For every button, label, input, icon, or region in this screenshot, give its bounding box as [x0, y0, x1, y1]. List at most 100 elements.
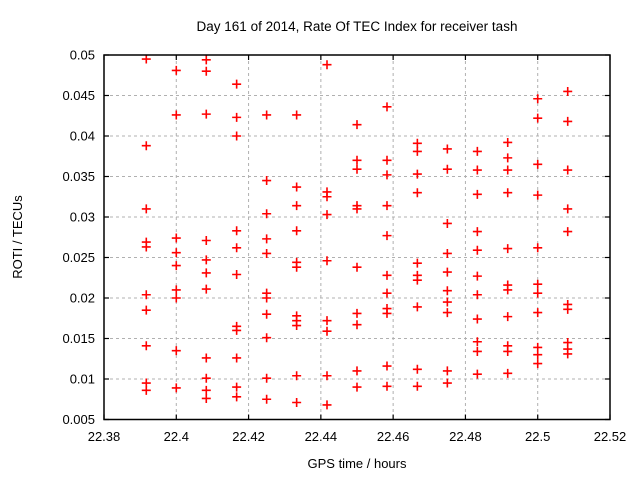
- data-point-marker: [352, 308, 362, 318]
- data-point-marker: [262, 176, 272, 186]
- data-point-marker: [141, 290, 151, 300]
- x-tick-label: 22.42: [232, 429, 265, 444]
- data-point-marker: [533, 94, 543, 104]
- data-point-marker: [352, 366, 362, 376]
- y-tick-label: 0.03: [70, 210, 95, 225]
- tick-labels: 22.38 22.4 22.42 22.44 22.46 22.48 22.5 22.52 0.…: [62, 48, 626, 445]
- data-point-marker: [382, 231, 392, 241]
- data-point-marker: [141, 141, 151, 151]
- x-tick-label: 22.52: [594, 429, 627, 444]
- data-point-marker: [412, 381, 422, 391]
- x-axis-label: GPS time / hours: [308, 456, 407, 471]
- axes: [103, 54, 611, 421]
- data-point-marker: [503, 165, 513, 175]
- data-point-marker: [292, 201, 302, 211]
- data-point-marker: [533, 308, 543, 318]
- data-point-marker: [472, 165, 482, 175]
- data-point-marker: [141, 204, 151, 214]
- data-point-marker: [563, 304, 573, 314]
- data-point-marker: [412, 188, 422, 198]
- data-point-marker: [262, 373, 272, 383]
- data-point-marker: [201, 255, 211, 265]
- data-point-marker: [472, 290, 482, 300]
- data-point-marker: [322, 371, 332, 381]
- data-point-marker: [442, 267, 452, 277]
- data-point-marker: [201, 109, 211, 119]
- data-point-marker: [171, 346, 181, 356]
- data-point-marker: [171, 233, 181, 243]
- data-point-marker: [292, 110, 302, 120]
- data-point-marker: [141, 385, 151, 395]
- data-point-marker: [352, 204, 362, 214]
- data-point-marker: [262, 209, 272, 219]
- data-point-marker: [171, 110, 181, 120]
- data-point-marker: [232, 131, 242, 141]
- data-point-marker: [503, 312, 513, 322]
- data-point-marker: [232, 353, 242, 363]
- y-tick-label: 0.045: [62, 88, 95, 103]
- data-point-marker: [292, 397, 302, 407]
- y-tick-label: 0.02: [70, 291, 95, 306]
- data-point-marker: [262, 309, 272, 319]
- data-point-marker: [141, 341, 151, 351]
- data-point-marker: [322, 192, 332, 202]
- data-point-marker: [201, 235, 211, 245]
- data-point-marker: [292, 182, 302, 192]
- y-tick-label: 0.025: [62, 250, 95, 265]
- data-point-marker: [472, 227, 482, 237]
- data-point-marker: [382, 381, 392, 391]
- data-point-marker: [352, 382, 362, 392]
- data-point-marker: [503, 285, 513, 295]
- x-tick-label: 22.38: [88, 429, 121, 444]
- plot-border: [103, 54, 611, 421]
- data-point-marker: [382, 270, 392, 280]
- data-point-marker: [442, 308, 452, 318]
- x-tick-label: 22.48: [449, 429, 482, 444]
- data-point-marker: [201, 353, 211, 363]
- data-point-marker: [412, 138, 422, 148]
- data-point-marker: [322, 400, 332, 410]
- data-point-marker: [171, 248, 181, 258]
- data-point-marker: [322, 316, 332, 326]
- data-point-marker: [262, 234, 272, 244]
- data-point-marker: [352, 120, 362, 130]
- data-point-marker: [503, 368, 513, 378]
- data-point-marker: [442, 218, 452, 228]
- data-point-marker: [563, 165, 573, 175]
- data-point-marker: [201, 393, 211, 403]
- data-point-marker: [442, 297, 452, 307]
- data-point-marker: [232, 382, 242, 392]
- data-point-marker: [382, 201, 392, 211]
- data-point-marker: [322, 60, 332, 70]
- data-point-marker: [533, 350, 543, 360]
- data-point-marker: [292, 226, 302, 236]
- data-point-marker: [382, 361, 392, 371]
- data-point-marker: [232, 79, 242, 89]
- data-point-marker: [503, 137, 513, 147]
- data-point-marker: [201, 385, 211, 395]
- data-point-marker: [352, 320, 362, 330]
- y-tick-label: 0.005: [62, 412, 95, 427]
- data-points: [141, 54, 573, 410]
- data-point-marker: [232, 226, 242, 236]
- data-point-marker: [322, 326, 332, 336]
- data-point-marker: [533, 159, 543, 169]
- data-point-marker: [232, 112, 242, 122]
- y-tick-label: 0.01: [70, 372, 95, 387]
- data-point-marker: [352, 164, 362, 174]
- data-point-marker: [412, 169, 422, 179]
- y-axis-label: ROTI / TECUs: [10, 195, 25, 279]
- data-point-marker: [141, 242, 151, 252]
- data-point-marker: [352, 262, 362, 272]
- data-point-marker: [141, 54, 151, 64]
- data-point-marker: [412, 258, 422, 268]
- data-point-marker: [472, 146, 482, 156]
- data-point-marker: [201, 55, 211, 65]
- data-point-marker: [533, 359, 543, 369]
- data-point-marker: [382, 155, 392, 165]
- data-point-marker: [292, 262, 302, 272]
- data-point-marker: [171, 285, 181, 295]
- data-point-marker: [262, 110, 272, 120]
- data-point-marker: [563, 86, 573, 96]
